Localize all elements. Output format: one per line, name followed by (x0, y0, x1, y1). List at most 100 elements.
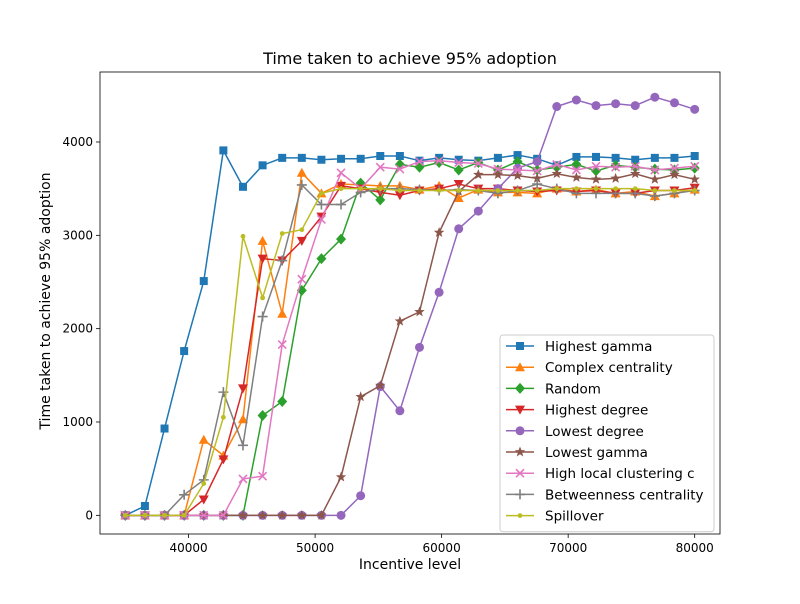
data-point (632, 186, 638, 192)
data-point (512, 170, 523, 181)
data-point (650, 153, 659, 162)
data-point (611, 162, 621, 172)
series-line (125, 171, 695, 517)
data-point (395, 152, 404, 160)
data-point (277, 255, 288, 266)
legend-entry: Spillover (506, 509, 604, 525)
data-point (162, 512, 167, 518)
legend-entry: Highest degree (506, 403, 648, 419)
data-point (475, 188, 481, 193)
legend-entry: Complex centrality (506, 360, 673, 376)
data-point (492, 169, 504, 180)
legend-box (499, 334, 715, 533)
data-point (593, 186, 599, 192)
y-axis-label: Time taken to achieve 95% adoption (38, 172, 54, 430)
data-point (669, 169, 680, 180)
data-point (337, 154, 346, 163)
data-point (199, 277, 208, 286)
legend-marker (516, 342, 524, 350)
data-point (358, 186, 364, 192)
data-point (473, 169, 484, 180)
data-point (199, 510, 209, 520)
data-point (296, 179, 307, 190)
data-point (649, 173, 661, 184)
data-point (532, 166, 542, 176)
data-point (238, 182, 247, 191)
data-point (433, 227, 445, 237)
data-point (650, 92, 660, 102)
data-point (692, 188, 698, 193)
data-point (257, 509, 268, 520)
data-point (219, 146, 228, 155)
series-line (125, 183, 695, 517)
legend-marker (515, 426, 525, 436)
series-line (125, 187, 695, 517)
x-tick-label: 70000 (549, 541, 587, 555)
data-point (552, 102, 562, 112)
data-point (356, 154, 365, 163)
legend-entry: Highest gamma (506, 339, 652, 355)
data-point (453, 180, 464, 189)
data-point (338, 186, 344, 192)
data-point (395, 164, 405, 174)
data-point (493, 164, 503, 174)
data-point (201, 481, 207, 486)
data-point (395, 406, 405, 416)
data-point (257, 235, 268, 245)
data-point (277, 395, 288, 407)
data-point (375, 194, 386, 206)
data-point (296, 509, 308, 520)
data-point (237, 440, 248, 451)
data-point (512, 165, 523, 175)
data-point (436, 188, 442, 193)
data-point (240, 233, 246, 239)
data-point (630, 161, 640, 171)
data-point (377, 186, 383, 192)
data-point (552, 159, 562, 169)
y-tick-label: 2000 (62, 322, 93, 336)
data-point (434, 287, 444, 297)
legend-label: Lowest degree (545, 424, 644, 440)
data-point (376, 152, 385, 160)
data-point (670, 153, 679, 162)
legend-label: Lowest gamma (545, 445, 648, 461)
data-point (610, 159, 621, 171)
chart-title: Time taken to achieve 95% adoption (262, 49, 557, 68)
data-point (160, 424, 169, 433)
data-point (258, 161, 267, 170)
data-point (512, 156, 523, 168)
data-point (397, 188, 403, 193)
data-point (237, 509, 249, 520)
legend-marker (515, 382, 525, 394)
data-point (454, 224, 464, 234)
data-point (336, 510, 346, 520)
data-point (689, 173, 700, 184)
legend-label: Spillover (545, 509, 604, 525)
data-point (573, 186, 579, 192)
series-line (125, 159, 695, 517)
legend-label: Random (545, 381, 601, 397)
data-point (571, 95, 581, 105)
data-point (532, 179, 543, 189)
legend-entry: Betweenness centrality (506, 487, 703, 503)
data-point (140, 502, 149, 510)
data-point (531, 172, 543, 183)
legend-marker (515, 468, 525, 478)
data-point (591, 161, 601, 171)
data-point (414, 342, 424, 352)
series-6 (120, 156, 700, 520)
data-point (375, 380, 386, 391)
data-point (317, 155, 326, 164)
legend-label: Highest gamma (545, 339, 652, 355)
data-point (453, 193, 464, 202)
data-point (336, 199, 347, 210)
data-point (316, 214, 326, 225)
legend: Highest gamma Complex centrality Random Hig… (499, 334, 715, 533)
data-point (394, 315, 406, 326)
data-point (554, 186, 560, 192)
data-point (238, 474, 248, 484)
data-point (257, 254, 268, 264)
data-point (669, 163, 680, 173)
